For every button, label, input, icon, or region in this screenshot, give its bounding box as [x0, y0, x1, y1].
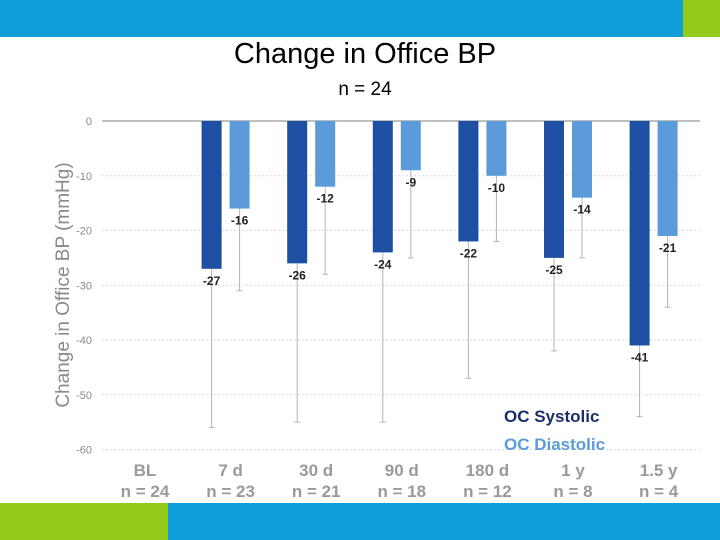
diastolic-bar [572, 121, 592, 198]
data-label: -26 [289, 268, 307, 282]
data-label: -21 [659, 241, 677, 255]
top-green-band [683, 0, 720, 37]
data-label: -41 [631, 350, 649, 364]
systolic-bar [544, 121, 564, 258]
data-label: -14 [573, 203, 591, 217]
diastolic-bar [486, 121, 507, 176]
x-tick-label: BL [134, 461, 157, 480]
legend: OC Systolic OC Diastolic [504, 403, 605, 459]
systolic-bar [458, 121, 479, 242]
legend-diastolic: OC Diastolic [504, 435, 606, 454]
x-tick-n-label: n = 12 [463, 482, 512, 501]
data-label: -22 [460, 246, 478, 260]
legend-systolic: OC Systolic [504, 407, 600, 426]
diastolic-bar [657, 121, 678, 236]
diastolic-bar [400, 121, 421, 171]
data-label: -25 [545, 263, 563, 277]
systolic-bar [287, 121, 308, 264]
data-label: -24 [374, 257, 392, 271]
systolic-bar [372, 121, 393, 253]
data-label: -16 [231, 214, 249, 228]
data-label: -10 [488, 181, 506, 195]
y-tick-label: -60 [76, 445, 92, 457]
x-tick-label: 180 d [466, 461, 509, 480]
x-tick-n-label: n = 8 [553, 482, 592, 501]
y-tick-label: -40 [76, 335, 92, 347]
chart-subtitle: n = 24 [338, 79, 392, 100]
y-tick-label: 0 [86, 116, 92, 128]
x-tick-label: 7 d [218, 461, 243, 480]
x-tick-label: 90 d [385, 461, 419, 480]
data-label: -27 [203, 274, 221, 288]
y-tick-label: -20 [76, 226, 92, 238]
x-tick-n-label: n = 21 [292, 482, 341, 501]
top-blue-band [0, 0, 683, 37]
x-tick-n-label: n = 18 [377, 482, 426, 501]
data-label: -12 [317, 192, 335, 206]
x-tick-n-label: n = 24 [121, 482, 170, 501]
x-tick-label: 1 y [561, 461, 585, 480]
x-tick-n-label: n = 23 [206, 482, 255, 501]
bottom-green-band [0, 503, 168, 540]
diastolic-bar [315, 121, 336, 187]
y-tick-label: -10 [76, 171, 92, 183]
x-tick-label: 30 d [299, 461, 333, 480]
systolic-bar [629, 121, 650, 346]
data-label: -9 [405, 175, 416, 189]
chart-title: Change in Office BP [233, 38, 497, 70]
y-axis-label: Change in Office BP (mmHg) [53, 162, 74, 407]
diastolic-bar [229, 121, 250, 209]
systolic-bar [201, 121, 222, 269]
y-tick-label: -30 [76, 280, 92, 292]
y-tick-label: -50 [76, 390, 92, 402]
bottom-blue-band [168, 503, 720, 540]
x-tick-n-label: n = 4 [639, 482, 679, 501]
x-tick-label: 1.5 y [640, 461, 678, 480]
